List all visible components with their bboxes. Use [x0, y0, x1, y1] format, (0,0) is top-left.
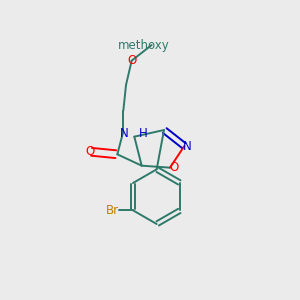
Text: O: O: [85, 145, 94, 158]
Text: methoxy: methoxy: [118, 38, 169, 52]
Text: N: N: [120, 127, 129, 140]
Text: Br: Br: [105, 204, 119, 217]
Text: O: O: [127, 54, 136, 67]
Text: N: N: [183, 140, 192, 152]
Text: O: O: [170, 161, 179, 174]
Text: H: H: [139, 127, 148, 140]
